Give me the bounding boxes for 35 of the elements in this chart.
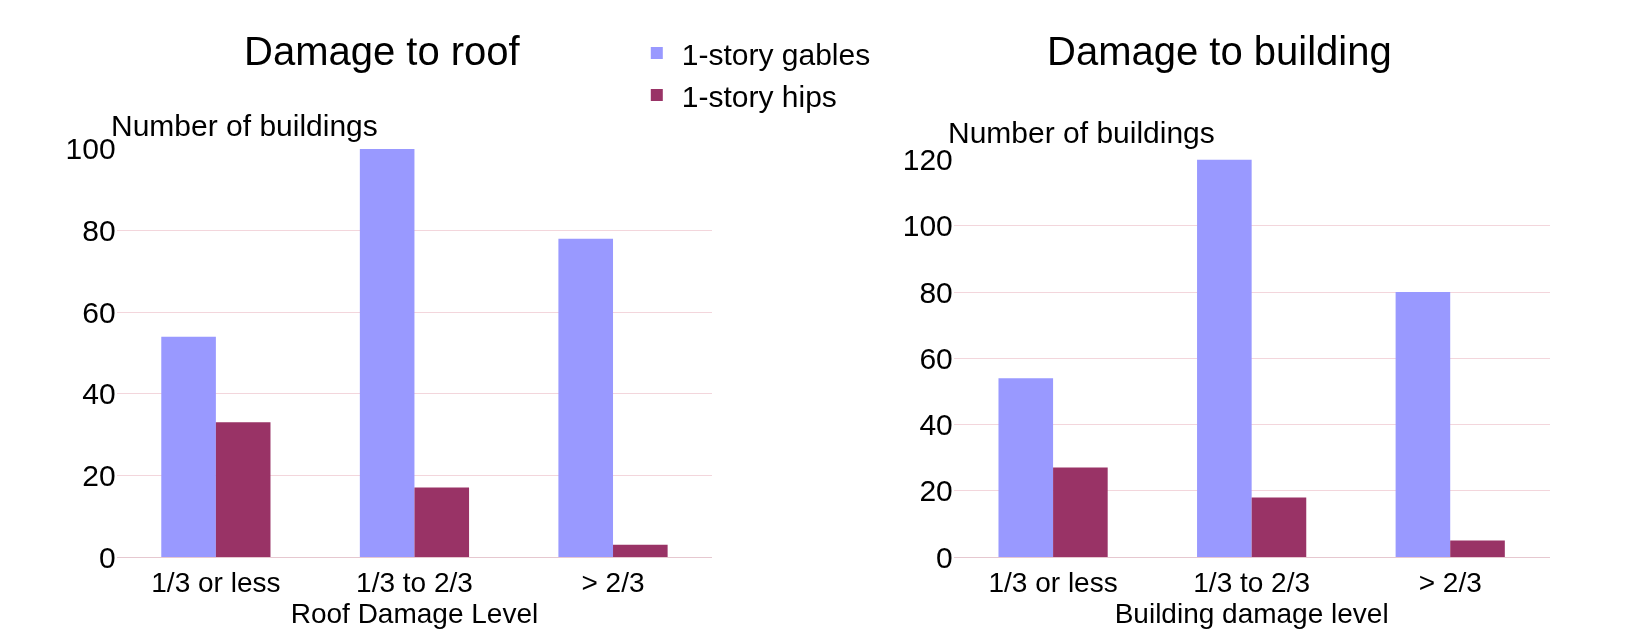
- x-tick-label: 1/3 or less: [151, 566, 281, 598]
- y-tick-label: 0: [98, 540, 116, 574]
- y-tick-label: 20: [82, 458, 116, 492]
- bar: [613, 544, 668, 557]
- bar: [161, 336, 216, 557]
- bar: [414, 487, 470, 557]
- chart-title: Damage to building: [1047, 29, 1392, 73]
- x-tick-label: 1/3 or less: [988, 566, 1118, 598]
- x-tick-label: > 2/3: [581, 566, 645, 598]
- x-tick-label: > 2/3: [1418, 566, 1482, 598]
- bar: [1450, 540, 1505, 557]
- y-tick-label: 100: [902, 209, 953, 243]
- bar: [1395, 292, 1451, 557]
- legend-label: 1-story hips: [681, 79, 837, 113]
- y-tick-label: 20: [919, 474, 953, 508]
- bar: [1053, 467, 1108, 557]
- y-tick-label: 60: [82, 295, 116, 329]
- chart-title: Damage to roof: [244, 29, 521, 73]
- bar: [1251, 497, 1307, 557]
- x-axis-title: Building damage level: [1114, 597, 1389, 629]
- y-tick-label: 80: [919, 275, 953, 309]
- y-tick-label: 40: [919, 408, 953, 441]
- bar: [998, 378, 1054, 557]
- y-tick-label: 0: [936, 540, 953, 574]
- y-tick-label: 40: [82, 377, 116, 411]
- bar: [215, 422, 271, 557]
- x-tick-label: 1/3 to 2/3: [1193, 566, 1311, 598]
- y-tick-label: 80: [82, 214, 116, 248]
- bar: [359, 148, 415, 557]
- bar: [1197, 159, 1252, 557]
- y-tick-label: 60: [919, 341, 953, 375]
- bar: [558, 238, 614, 557]
- x-tick-label: 1/3 to 2/3: [356, 566, 473, 598]
- x-axis-title: Roof Damage Level: [290, 597, 539, 629]
- legend-label: 1-story gables: [681, 37, 871, 71]
